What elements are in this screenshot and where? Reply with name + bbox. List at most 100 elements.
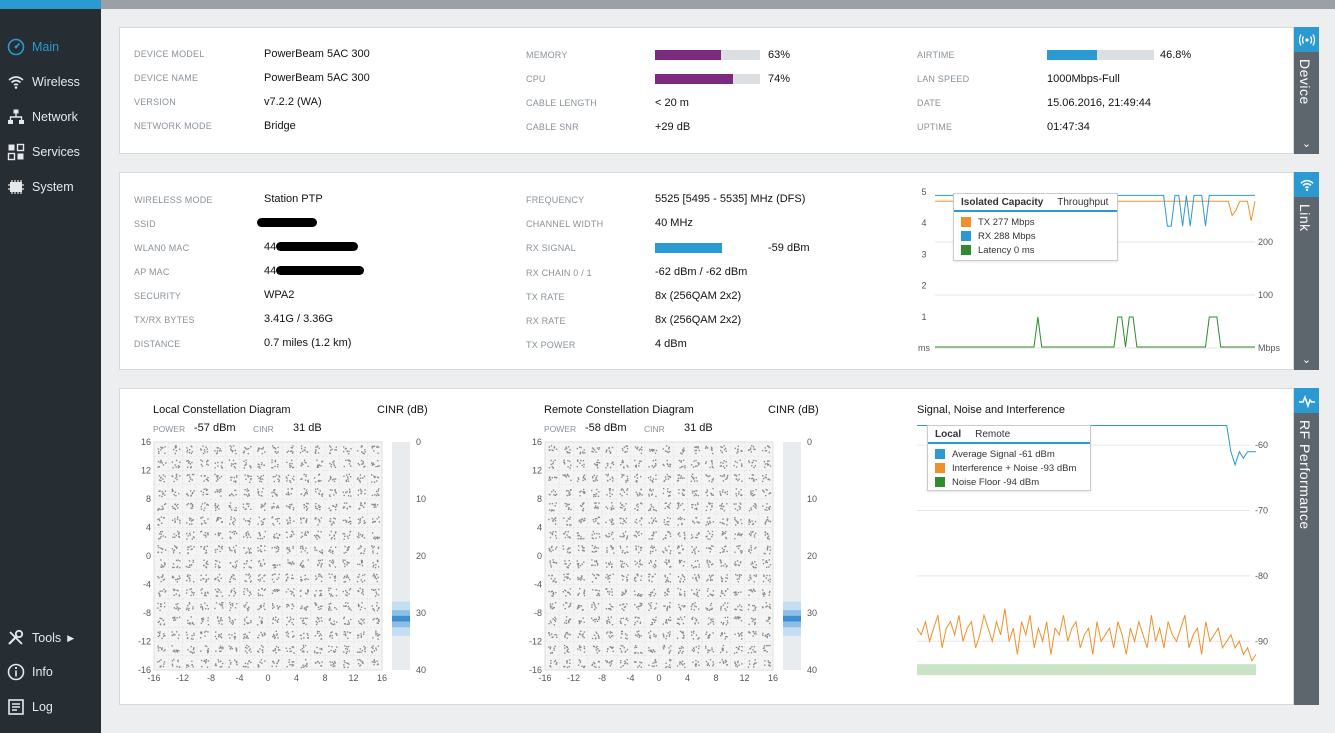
constellation-point	[232, 450, 234, 452]
constellation-point	[611, 476, 613, 478]
constellation-point	[748, 594, 750, 596]
constellation-point	[260, 659, 262, 661]
constellation-point	[350, 495, 352, 497]
rx-chain-label: RX CHAIN 0 / 1	[526, 268, 592, 278]
nav-system[interactable]: System	[0, 172, 101, 202]
constellation-point	[321, 549, 323, 551]
constellation-point	[740, 609, 743, 611]
constellation-point	[372, 589, 375, 591]
constellation-point	[754, 547, 756, 550]
constellation-point	[749, 447, 752, 449]
constellation-point	[725, 478, 727, 480]
constellation-point	[667, 632, 669, 634]
constellation-point	[178, 532, 180, 534]
legend-tab-remote[interactable]: Remote	[975, 429, 1011, 440]
constellation-point	[564, 633, 567, 636]
constellation-point	[261, 617, 263, 619]
constellation-point	[360, 492, 363, 495]
nav-main[interactable]: Main	[0, 32, 101, 62]
constellation-point	[663, 464, 665, 467]
constellation-point	[175, 608, 177, 610]
constellation-point	[360, 559, 363, 562]
constellation-point	[276, 452, 278, 454]
constellation-point	[694, 602, 696, 604]
chevron-down-icon[interactable]: ⌄	[1301, 354, 1312, 366]
sni-legend: Local Remote Average Signal -61 dBm Inte…	[927, 425, 1091, 491]
nav-wireless-label: Wireless	[32, 75, 80, 89]
constellation-point	[203, 548, 205, 550]
constellation-point	[668, 651, 671, 653]
constellation-point	[347, 521, 350, 524]
constellation-point	[259, 605, 262, 608]
constellation-point	[598, 617, 601, 619]
constellation-point	[711, 579, 713, 581]
nav-tools[interactable]: Tools ▶	[0, 623, 101, 653]
constellation-point	[187, 622, 189, 624]
constellation-point	[248, 660, 250, 663]
constellation-point	[680, 647, 682, 649]
constellation-point	[274, 566, 277, 569]
nav-services[interactable]: Services	[0, 137, 101, 167]
constellation-point	[164, 564, 166, 566]
constellation-point	[219, 532, 222, 534]
constellation-point	[300, 522, 302, 524]
constellation-point	[286, 536, 288, 539]
constellation-point	[738, 478, 740, 480]
constellation-point	[625, 479, 627, 482]
constellation-point	[735, 665, 737, 667]
constellation-point	[344, 575, 346, 578]
constellation-point	[158, 490, 160, 492]
constellation-point	[242, 503, 245, 505]
constellation-point	[678, 562, 681, 564]
constellation-point	[665, 445, 668, 447]
constellation-point	[707, 564, 710, 566]
constellation-point	[363, 645, 365, 648]
constellation-point	[249, 521, 251, 523]
constellation-point	[260, 505, 262, 508]
constellation-point	[648, 509, 650, 512]
constellation-point	[625, 637, 627, 639]
constellation-point	[293, 475, 295, 478]
constellation-point	[595, 577, 597, 579]
constellation-point	[752, 649, 754, 651]
constellation-point	[691, 506, 693, 509]
constellation-point	[274, 573, 276, 575]
constellation-point	[705, 633, 707, 635]
constellation-point	[307, 591, 309, 593]
constellation-point	[682, 581, 685, 583]
x-tick-label: -4	[235, 673, 243, 683]
legend-tab-throughput[interactable]: Throughput	[1057, 197, 1109, 208]
constellation-point	[286, 519, 288, 521]
constellation-point	[219, 448, 221, 450]
constellation-point	[549, 493, 551, 496]
constellation-point	[751, 531, 754, 533]
constellation-point	[649, 573, 651, 576]
constellation-point	[333, 463, 335, 465]
legend-tab-local[interactable]: Local	[928, 426, 969, 442]
constellation-point	[330, 466, 332, 468]
chevron-down-icon[interactable]: ⌄	[1301, 138, 1312, 150]
nav-wireless[interactable]: Wireless	[0, 67, 101, 97]
nav-log[interactable]: Log	[0, 692, 101, 722]
constellation-point	[677, 652, 680, 654]
constellation-point	[655, 634, 657, 637]
constellation-point	[692, 647, 695, 649]
constellation-point	[582, 479, 584, 482]
constellation-point	[200, 606, 202, 608]
constellation-point	[669, 658, 671, 661]
constellation-point	[348, 561, 350, 564]
constellation-point	[316, 646, 318, 649]
constellation-point	[363, 631, 365, 633]
constellation-point	[636, 446, 639, 448]
nav-network[interactable]: Network	[0, 102, 101, 132]
link-tab[interactable]: Link ⌄	[1294, 172, 1319, 370]
constellation-point	[763, 647, 765, 649]
constellation-point	[299, 564, 302, 567]
constellation-point	[664, 450, 667, 452]
device-tab[interactable]: Device ⌄	[1294, 27, 1319, 154]
constellation-point	[248, 493, 250, 495]
nav-info[interactable]: Info	[0, 657, 101, 687]
constellation-point	[277, 478, 279, 480]
rf-tab[interactable]: RF Performance	[1294, 388, 1319, 705]
legend-tab-isolated-capacity[interactable]: Isolated Capacity	[954, 194, 1051, 210]
